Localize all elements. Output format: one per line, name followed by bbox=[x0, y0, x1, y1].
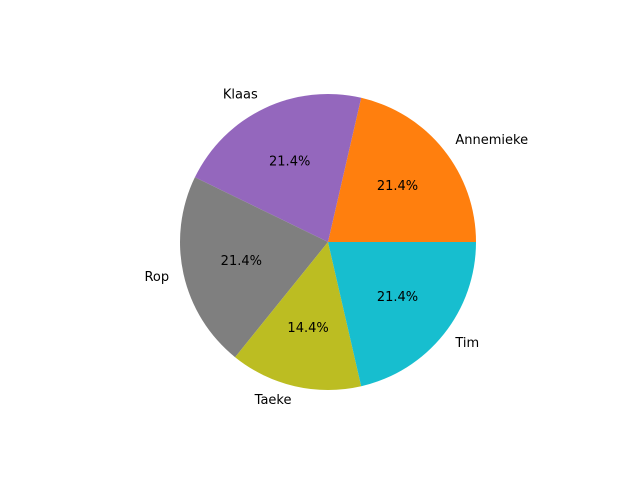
percent-label-annemieke: 21.4% bbox=[377, 179, 418, 194]
pie-slice-taeke bbox=[235, 242, 362, 390]
percent-labels: 21.4% 21.4% 21.4% 14.4% 21.4% bbox=[221, 154, 418, 336]
category-label-annemieke: Annemieke bbox=[455, 133, 528, 148]
pie-slices bbox=[179, 93, 477, 390]
pie-slice-tim bbox=[328, 242, 476, 387]
category-label-rop: Rop bbox=[144, 270, 169, 285]
category-label-klaas: Klaas bbox=[223, 88, 258, 103]
category-label-taeke: Taeke bbox=[254, 393, 292, 408]
category-labels: Annemieke Klaas Rop Taeke Tim bbox=[144, 88, 528, 409]
percent-label-klaas: 21.4% bbox=[269, 154, 310, 169]
pie-slice-annemieke bbox=[328, 97, 477, 242]
pie-slice-rop bbox=[179, 177, 328, 358]
percent-label-taeke: 14.4% bbox=[287, 321, 328, 336]
pie-slice-klaas bbox=[194, 93, 362, 242]
percent-label-rop: 21.4% bbox=[221, 254, 262, 269]
percent-label-tim: 21.4% bbox=[377, 290, 418, 305]
category-label-tim: Tim bbox=[454, 336, 479, 351]
